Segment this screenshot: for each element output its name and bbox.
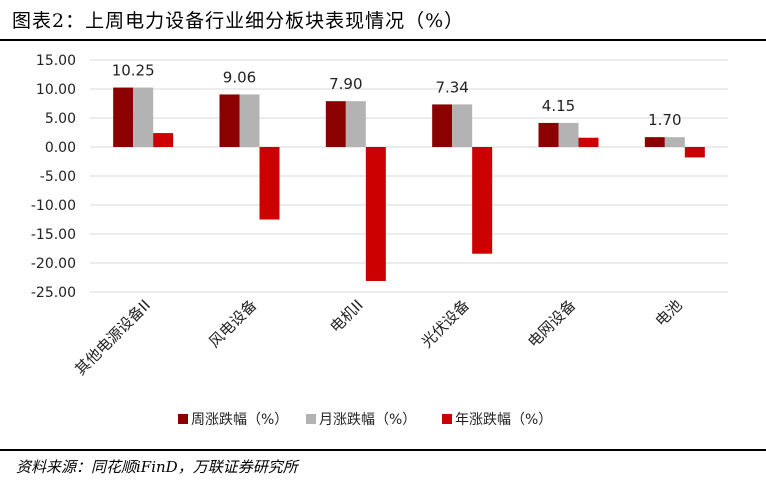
month-bar — [664, 137, 685, 147]
category-label: 光伏设备 — [418, 296, 473, 351]
week-bar — [219, 94, 240, 147]
data-label: 7.34 — [435, 78, 468, 96]
y-tick-label: 15.00 — [36, 53, 76, 69]
data-label: 1.70 — [648, 111, 681, 129]
legend-swatch — [178, 414, 188, 424]
y-tick-label: -25.00 — [31, 285, 76, 301]
y-tick-label: 5.00 — [45, 111, 76, 127]
legend-label: 周涨跌幅（%） — [191, 412, 288, 428]
category-label: 电网设备 — [524, 296, 579, 351]
year-bar — [259, 147, 280, 220]
data-label: 9.06 — [223, 68, 256, 86]
chart-title: 图表2：上周电力设备行业细分板块表现情况（%） — [12, 10, 465, 32]
month-bar — [133, 87, 154, 147]
week-bar — [432, 104, 453, 147]
month-bar — [558, 122, 579, 147]
y-tick-label: -15.00 — [31, 227, 76, 243]
y-tick-label: -5.00 — [40, 169, 76, 185]
week-bar — [644, 137, 665, 147]
month-bar — [239, 94, 260, 147]
bar-chart: 15.00 10.00 5.00 0.00 -5.00 -10.00 -15.00 -20.0… — [31, 53, 728, 428]
legend-label: 年涨跌幅（%） — [455, 412, 552, 428]
legend-swatch — [442, 414, 452, 424]
year-bar — [365, 147, 386, 281]
legend-label: 月涨跌幅（%） — [319, 412, 416, 428]
legend-swatch — [306, 414, 316, 424]
year-bar — [472, 147, 493, 254]
month-bar — [345, 101, 366, 147]
category-label: 其他电源设备II — [71, 296, 154, 379]
year-bar — [153, 133, 174, 147]
week-bar — [325, 101, 346, 147]
category-label: 电机II — [326, 296, 366, 336]
year-bar — [684, 147, 705, 158]
data-label: 10.25 — [112, 62, 155, 80]
category-label: 电池 — [652, 296, 686, 330]
data-label: 4.15 — [542, 97, 575, 115]
data-label: 7.90 — [329, 75, 362, 93]
y-tick-label: -10.00 — [31, 198, 76, 214]
year-bar — [578, 137, 599, 147]
month-bar — [452, 104, 473, 147]
source-rule — [0, 449, 766, 451]
source-note: 资料来源：同花顺iFinD，万联证券研究所 — [16, 458, 298, 476]
y-tick-label: 0.00 — [45, 140, 76, 156]
week-bar — [538, 122, 559, 147]
y-tick-label: 10.00 — [36, 82, 76, 98]
week-bar — [113, 87, 134, 147]
category-label: 风电设备 — [205, 296, 260, 351]
title-rule — [0, 39, 766, 41]
y-tick-label: -20.00 — [31, 256, 76, 272]
